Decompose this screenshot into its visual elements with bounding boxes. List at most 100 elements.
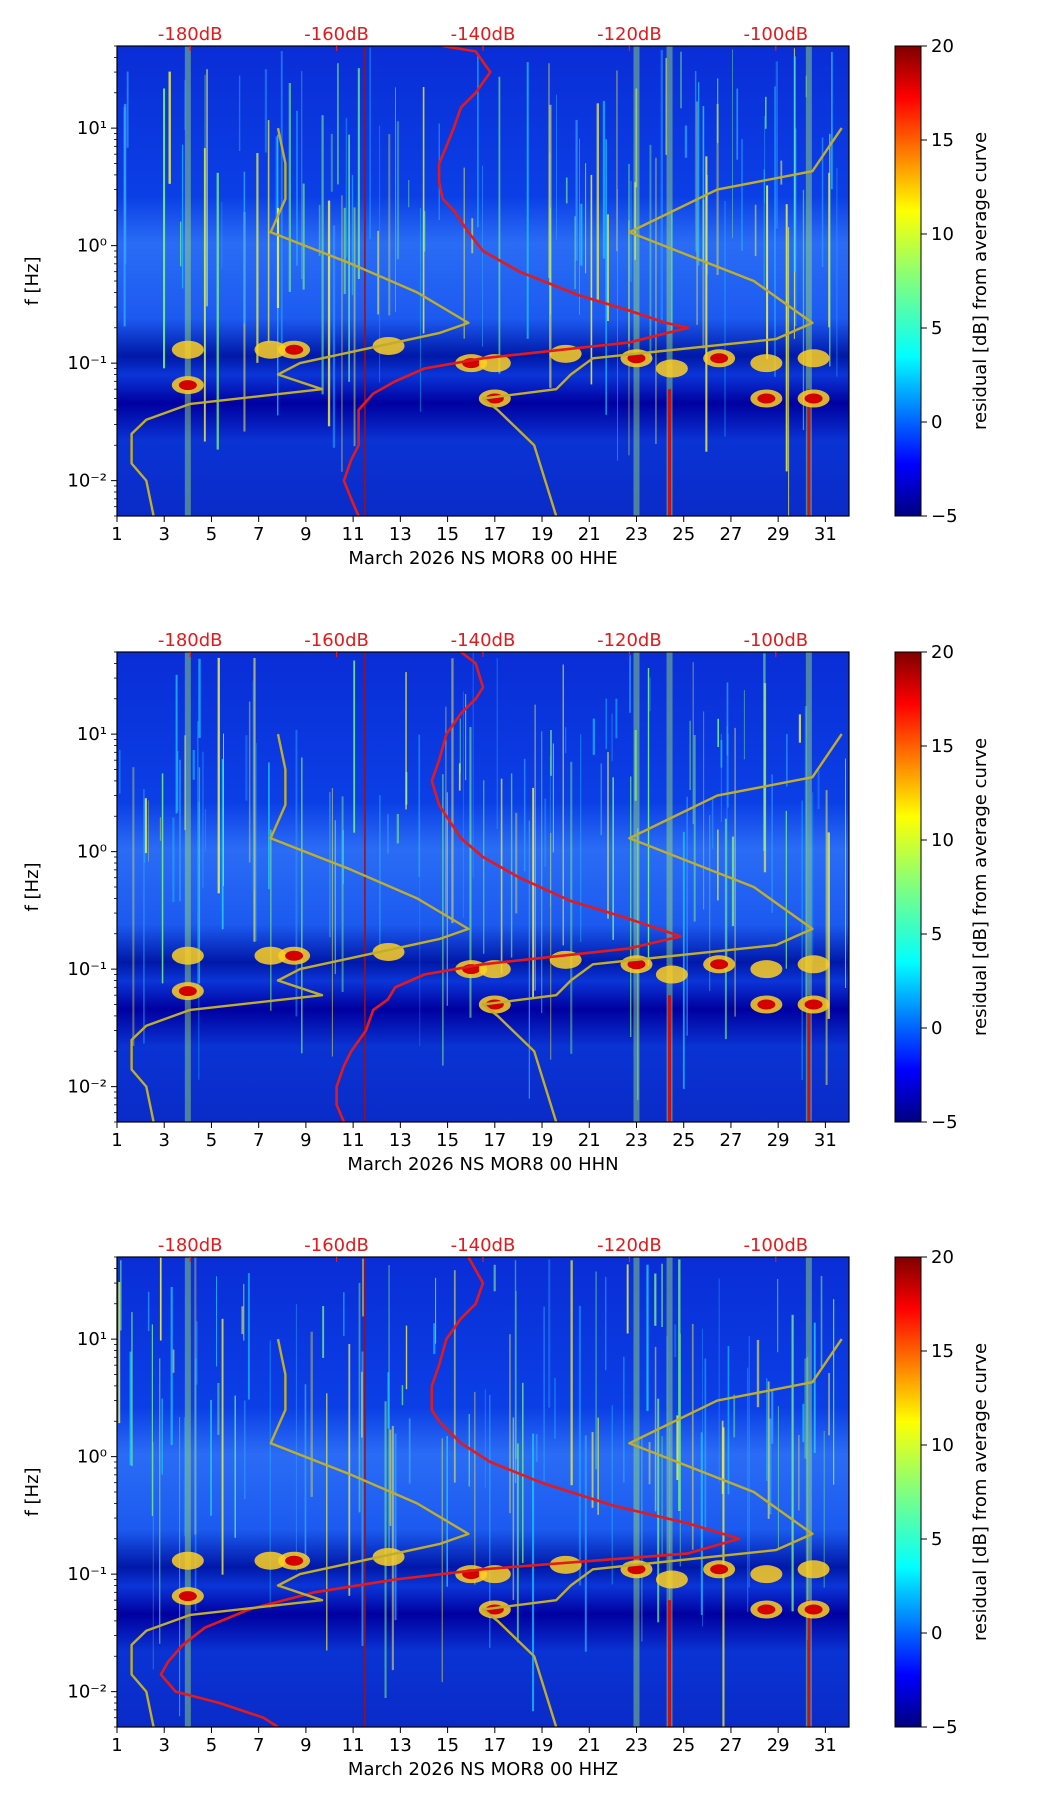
x-tick-label: 21 [578, 1130, 601, 1151]
x-tick-label: 9 [300, 1735, 311, 1756]
noise-streak [804, 1358, 807, 1459]
x-tick-label: 15 [436, 1735, 459, 1756]
microseism-blob [254, 946, 287, 965]
noise-streak [727, 1346, 730, 1495]
noise-streak [717, 78, 719, 144]
db-tick-label: -160dB [304, 630, 369, 651]
noise-streak [394, 1433, 397, 1621]
x-tick-label: 21 [578, 524, 601, 545]
noise-streak [179, 759, 181, 902]
heatmap-background [117, 652, 849, 1122]
x-tick-label: 31 [814, 1735, 837, 1756]
microseism-core [710, 959, 729, 970]
x-tick-label: 31 [814, 524, 837, 545]
noise-streak [718, 1278, 720, 1483]
noise-streak [194, 1358, 197, 1611]
noise-streak [532, 1433, 535, 1712]
noise-streak [353, 207, 356, 447]
heatmap-area [117, 46, 849, 516]
noise-streak [275, 136, 278, 222]
noise-streak [820, 1275, 823, 1368]
nhnm-curve [481, 127, 843, 516]
noise-streak [168, 71, 171, 184]
noise-streak [301, 71, 303, 280]
noise-streak [574, 216, 576, 289]
noise-streak [731, 836, 734, 927]
noise-streak [353, 660, 356, 833]
noise-streak [646, 1264, 649, 1411]
microseism-blob [750, 1565, 783, 1584]
noise-streak [159, 817, 162, 841]
noise-streak [615, 698, 618, 739]
noise-streak [326, 1393, 328, 1651]
day-column [184, 46, 191, 516]
noise-streak [468, 1414, 470, 1487]
noise-streak [458, 763, 461, 791]
noise-streak [813, 1322, 816, 1453]
noise-streak [682, 831, 685, 1089]
noise-streak [578, 1305, 581, 1586]
colorbar-tick-label: 15 [931, 1341, 954, 1362]
noise-streak [741, 139, 743, 251]
x-tick-label: 13 [389, 1735, 412, 1756]
noise-streak [391, 1425, 394, 1671]
microseism-blob [797, 349, 830, 368]
noise-streak [301, 757, 303, 1054]
noise-streak [654, 1273, 657, 1326]
microseism-blob [750, 354, 783, 373]
nhnm-curve [481, 1338, 843, 1727]
noise-streak [433, 1323, 436, 1355]
noise-streak [144, 798, 147, 854]
x-axis-label: March 2026 NS MOR8 00 HHZ [348, 1759, 618, 1780]
noise-streak [268, 762, 270, 890]
noise-streak [523, 758, 526, 872]
noise-streak [484, 1389, 486, 1488]
db-tick-label: -140dB [451, 24, 516, 45]
microseism-blob [750, 960, 783, 979]
noise-streak [198, 802, 200, 1080]
noise-streak [276, 207, 280, 308]
colorbar-tick-label: 5 [931, 1529, 942, 1550]
noise-streak [369, 47, 371, 240]
noise-streak [327, 200, 331, 427]
noise-streak [616, 70, 618, 252]
noise-streak [823, 1431, 825, 1588]
noise-streak [119, 749, 121, 794]
x-tick-label: 9 [300, 1130, 311, 1151]
noise-streak [655, 157, 657, 444]
noise-streak [387, 814, 389, 854]
noise-streak [733, 1394, 736, 1438]
noise-streak [660, 49, 663, 322]
noise-streak [777, 1279, 779, 1353]
noise-streak [665, 58, 668, 155]
noise-streak [389, 1429, 392, 1526]
noise-streak [592, 718, 595, 755]
noise-streak [817, 769, 820, 810]
colorbar-tick-label: 5 [931, 924, 942, 945]
day-column [666, 46, 673, 516]
noise-streak [720, 733, 722, 823]
x-tick-label: 25 [672, 524, 695, 545]
nhnm-curve [481, 733, 843, 1122]
noise-streak [597, 1417, 599, 1515]
noise-streak [159, 1257, 162, 1341]
x-tick-label: 27 [719, 524, 742, 545]
x-tick-label: 5 [206, 1735, 217, 1756]
noise-streak [605, 698, 607, 749]
noise-streak [388, 134, 391, 316]
noise-streak [550, 730, 552, 776]
x-tick-label: 11 [342, 524, 365, 545]
colorbar: −5 0 5 10 15 20 residual [dB] from average cur… [894, 642, 991, 1133]
x-tick-label: 7 [253, 1735, 264, 1756]
x-tick-label: 15 [436, 1130, 459, 1151]
noise-streak [396, 814, 399, 844]
noise-streak [570, 761, 573, 1054]
noise-streak [408, 1418, 411, 1484]
noise-streak [534, 704, 536, 991]
noise-streak [172, 817, 175, 903]
noise-streak [798, 714, 801, 743]
noise-streak [131, 1312, 133, 1466]
noise-streak [694, 71, 697, 252]
day-column [633, 652, 640, 1122]
